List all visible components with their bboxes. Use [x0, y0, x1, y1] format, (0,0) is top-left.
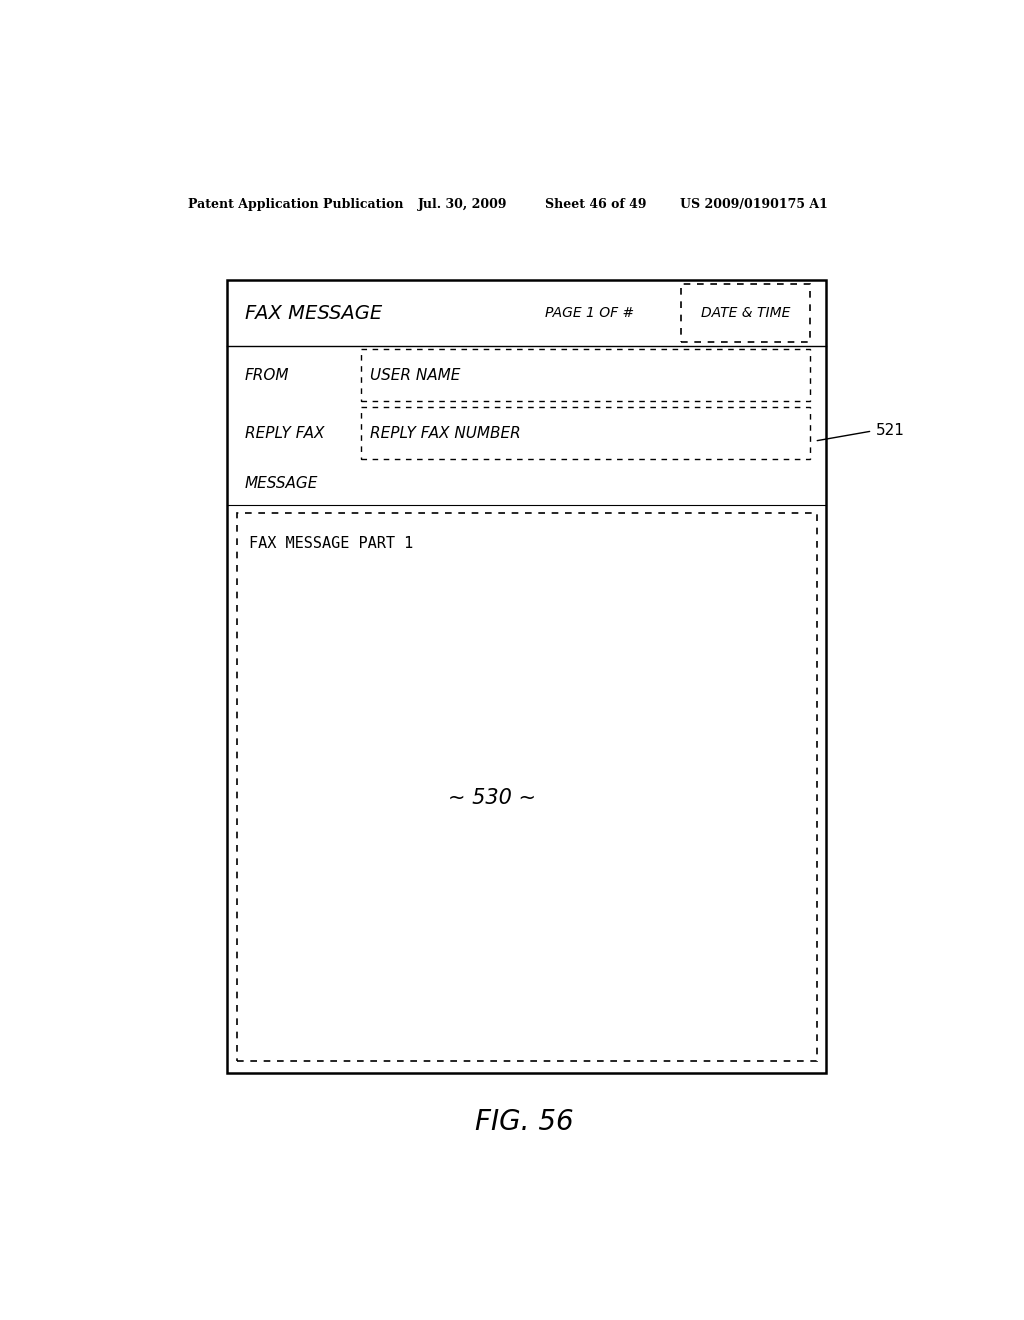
- Text: US 2009/0190175 A1: US 2009/0190175 A1: [680, 198, 827, 211]
- Text: FIG. 56: FIG. 56: [475, 1107, 574, 1137]
- Text: Patent Application Publication: Patent Application Publication: [187, 198, 403, 211]
- Text: Jul. 30, 2009: Jul. 30, 2009: [418, 198, 507, 211]
- Text: FAX MESSAGE: FAX MESSAGE: [245, 304, 382, 323]
- Text: ~ 530 ~: ~ 530 ~: [447, 788, 536, 808]
- Bar: [360, 408, 811, 459]
- Text: FROM: FROM: [245, 368, 289, 383]
- Text: Sheet 46 of 49: Sheet 46 of 49: [545, 198, 646, 211]
- Text: USER NAME: USER NAME: [370, 368, 461, 383]
- Text: REPLY FAX NUMBER: REPLY FAX NUMBER: [370, 426, 521, 441]
- Bar: [237, 513, 817, 1061]
- Text: PAGE 1 OF #: PAGE 1 OF #: [545, 306, 634, 321]
- Text: REPLY FAX: REPLY FAX: [245, 426, 325, 441]
- Bar: [360, 350, 811, 401]
- Bar: [227, 280, 826, 1073]
- Bar: [681, 284, 811, 342]
- Text: FAX MESSAGE PART 1: FAX MESSAGE PART 1: [249, 536, 413, 552]
- Text: DATE & TIME: DATE & TIME: [701, 306, 791, 321]
- Text: MESSAGE: MESSAGE: [245, 477, 318, 491]
- Text: 521: 521: [877, 424, 905, 438]
